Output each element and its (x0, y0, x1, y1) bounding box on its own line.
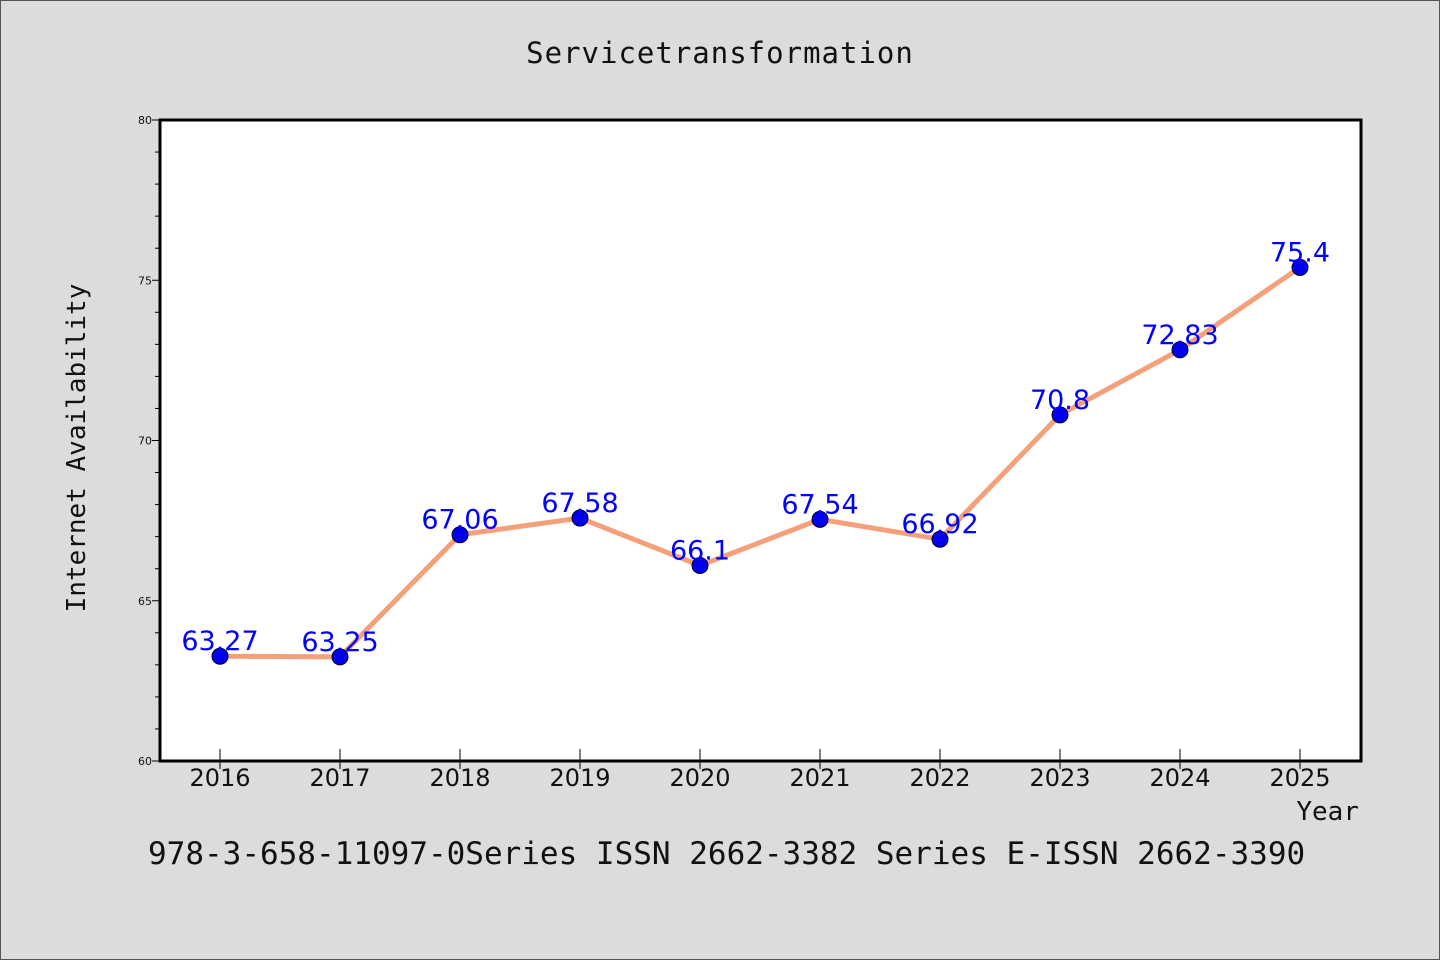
x-axis-label: Year (1296, 797, 1359, 827)
x-tick-label: 2023 (1029, 764, 1090, 792)
data-label-2016: 63.27 (181, 626, 258, 657)
data-point-2022 (931, 530, 949, 548)
y-tick-label: 80 (138, 114, 152, 127)
data-label-2025: 75.4 (1270, 237, 1330, 268)
data-point-2019 (571, 509, 589, 527)
series-markers (211, 258, 1309, 666)
data-label-2022: 66.92 (901, 509, 978, 540)
series-line (217, 264, 1303, 660)
y-tick-label: 60 (138, 755, 152, 768)
x-tick-label: 2020 (669, 764, 730, 792)
data-point-2016 (211, 647, 229, 665)
x-tick-label: 2016 (189, 764, 250, 792)
data-label-2023: 70.8 (1030, 385, 1090, 416)
x-tick-label: 2017 (309, 764, 370, 792)
x-tick-label: 2022 (909, 764, 970, 792)
data-labels: 63.27 63.25 67.06 67.58 66.1 67.54 66.92 70.8 72… (181, 237, 1330, 657)
y-tick-label: 70 (138, 435, 152, 448)
x-tick-label: 2018 (429, 764, 490, 792)
data-point-2021 (811, 510, 829, 528)
data-point-2023 (1051, 406, 1069, 424)
x-tick-label: 2021 (789, 764, 850, 792)
data-label-2018: 67.06 (421, 505, 498, 536)
plot-area (158, 118, 1363, 763)
data-label-2017: 63.25 (301, 627, 378, 658)
chart-title: Servicetransformation (526, 36, 914, 70)
data-point-2017 (331, 648, 349, 666)
data-point-2025 (1291, 258, 1309, 276)
footer-isbn-text: 978-3-658-11097-0Series ISSN 2662-3382 S… (148, 836, 1305, 872)
data-label-2020: 66.1 (670, 535, 730, 566)
data-label-2021: 67.54 (781, 489, 858, 520)
data-point-2018 (451, 526, 469, 544)
y-tick-label: 75 (138, 274, 152, 287)
y-axis: 60 65 70 75 80 (138, 114, 160, 768)
data-point-2020 (691, 556, 709, 574)
x-tick-label: 2019 (549, 764, 610, 792)
data-point-2024 (1171, 341, 1189, 359)
data-label-2019: 67.58 (541, 488, 618, 519)
x-tick-label: 2025 (1269, 764, 1330, 792)
x-axis: 2016 2017 2018 2019 2020 2021 2022 2023 2024 2025 (189, 749, 1331, 792)
y-tick-label: 65 (138, 595, 152, 608)
data-label-2024: 72.83 (1141, 320, 1218, 351)
x-tick-label: 2024 (1149, 764, 1210, 792)
y-axis-label: Internet Availability (62, 284, 92, 613)
